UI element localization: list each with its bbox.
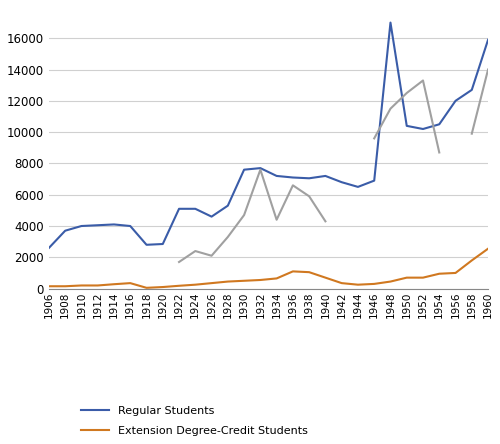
- Extension Non-Degree-Credit Students: [290, 182, 296, 188]
- Regular Students: [355, 184, 361, 190]
- Regular Students: [469, 87, 475, 92]
- Extension Degree-Credit Students: [469, 258, 475, 263]
- Extension Non-Degree-Credit Students: [322, 218, 328, 224]
- Regular Students: [160, 242, 166, 247]
- Regular Students: [290, 175, 296, 180]
- Extension Non-Degree-Credit Students: [192, 248, 198, 254]
- Extension Degree-Credit Students: [404, 275, 409, 280]
- Line: Extension Degree-Credit Students: Extension Degree-Credit Students: [49, 249, 488, 288]
- Regular Students: [388, 20, 394, 25]
- Extension Degree-Credit Students: [241, 278, 247, 283]
- Extension Degree-Credit Students: [46, 284, 52, 289]
- Regular Students: [338, 179, 344, 185]
- Regular Students: [485, 37, 491, 43]
- Regular Students: [452, 98, 458, 103]
- Extension Degree-Credit Students: [208, 281, 214, 286]
- Regular Students: [404, 123, 409, 128]
- Regular Students: [306, 176, 312, 181]
- Regular Students: [127, 223, 133, 229]
- Regular Students: [192, 206, 198, 211]
- Extension Degree-Credit Students: [160, 284, 166, 289]
- Extension Non-Degree-Credit Students: [420, 78, 426, 83]
- Extension Non-Degree-Credit Students: [225, 234, 231, 240]
- Extension Non-Degree-Credit Students: [404, 90, 409, 95]
- Extension Degree-Credit Students: [371, 281, 377, 286]
- Extension Non-Degree-Credit Students: [241, 212, 247, 218]
- Regular Students: [322, 173, 328, 178]
- Regular Students: [258, 166, 264, 171]
- Regular Students: [111, 222, 117, 227]
- Extension Non-Degree-Credit Students: [274, 217, 280, 222]
- Extension Degree-Credit Students: [355, 282, 361, 287]
- Line: Extension Non-Degree-Credit Students: Extension Non-Degree-Credit Students: [179, 70, 488, 262]
- Extension Degree-Credit Students: [290, 269, 296, 274]
- Extension Degree-Credit Students: [94, 283, 100, 288]
- Extension Non-Degree-Credit Students: [306, 194, 312, 199]
- Regular Students: [62, 228, 68, 234]
- Regular Students: [371, 178, 377, 183]
- Extension Degree-Credit Students: [274, 276, 280, 281]
- Extension Non-Degree-Credit Students: [388, 106, 394, 111]
- Extension Non-Degree-Credit Students: [176, 259, 182, 265]
- Regular Students: [144, 242, 150, 247]
- Extension Non-Degree-Credit Students: [371, 136, 377, 141]
- Extension Degree-Credit Students: [420, 275, 426, 280]
- Extension Degree-Credit Students: [338, 281, 344, 286]
- Legend: Regular Students, Extension Degree-Credit Students, Extension Non-Degree-Credit : Regular Students, Extension Degree-Credi…: [76, 401, 338, 444]
- Extension Degree-Credit Students: [192, 282, 198, 287]
- Extension Degree-Credit Students: [258, 278, 264, 283]
- Regular Students: [274, 173, 280, 178]
- Regular Students: [176, 206, 182, 211]
- Regular Students: [46, 245, 52, 250]
- Regular Students: [78, 223, 84, 229]
- Regular Students: [436, 122, 442, 127]
- Regular Students: [225, 203, 231, 208]
- Extension Degree-Credit Students: [452, 270, 458, 276]
- Extension Degree-Credit Students: [127, 281, 133, 286]
- Extension Non-Degree-Credit Students: [208, 253, 214, 258]
- Regular Students: [241, 167, 247, 172]
- Extension Degree-Credit Students: [388, 279, 394, 284]
- Extension Non-Degree-Credit Students: [469, 131, 475, 136]
- Extension Degree-Credit Students: [78, 283, 84, 288]
- Extension Degree-Credit Students: [144, 285, 150, 290]
- Extension Degree-Credit Students: [436, 271, 442, 277]
- Regular Students: [420, 127, 426, 132]
- Extension Non-Degree-Credit Students: [258, 167, 264, 172]
- Extension Non-Degree-Credit Students: [436, 150, 442, 155]
- Extension Degree-Credit Students: [225, 279, 231, 284]
- Line: Regular Students: Regular Students: [49, 23, 488, 248]
- Regular Students: [94, 222, 100, 228]
- Extension Degree-Credit Students: [62, 284, 68, 289]
- Extension Degree-Credit Students: [322, 275, 328, 280]
- Extension Degree-Credit Students: [111, 281, 117, 287]
- Regular Students: [208, 214, 214, 219]
- Extension Degree-Credit Students: [485, 246, 491, 251]
- Extension Degree-Credit Students: [306, 270, 312, 275]
- Extension Degree-Credit Students: [176, 283, 182, 289]
- Extension Non-Degree-Credit Students: [485, 67, 491, 72]
